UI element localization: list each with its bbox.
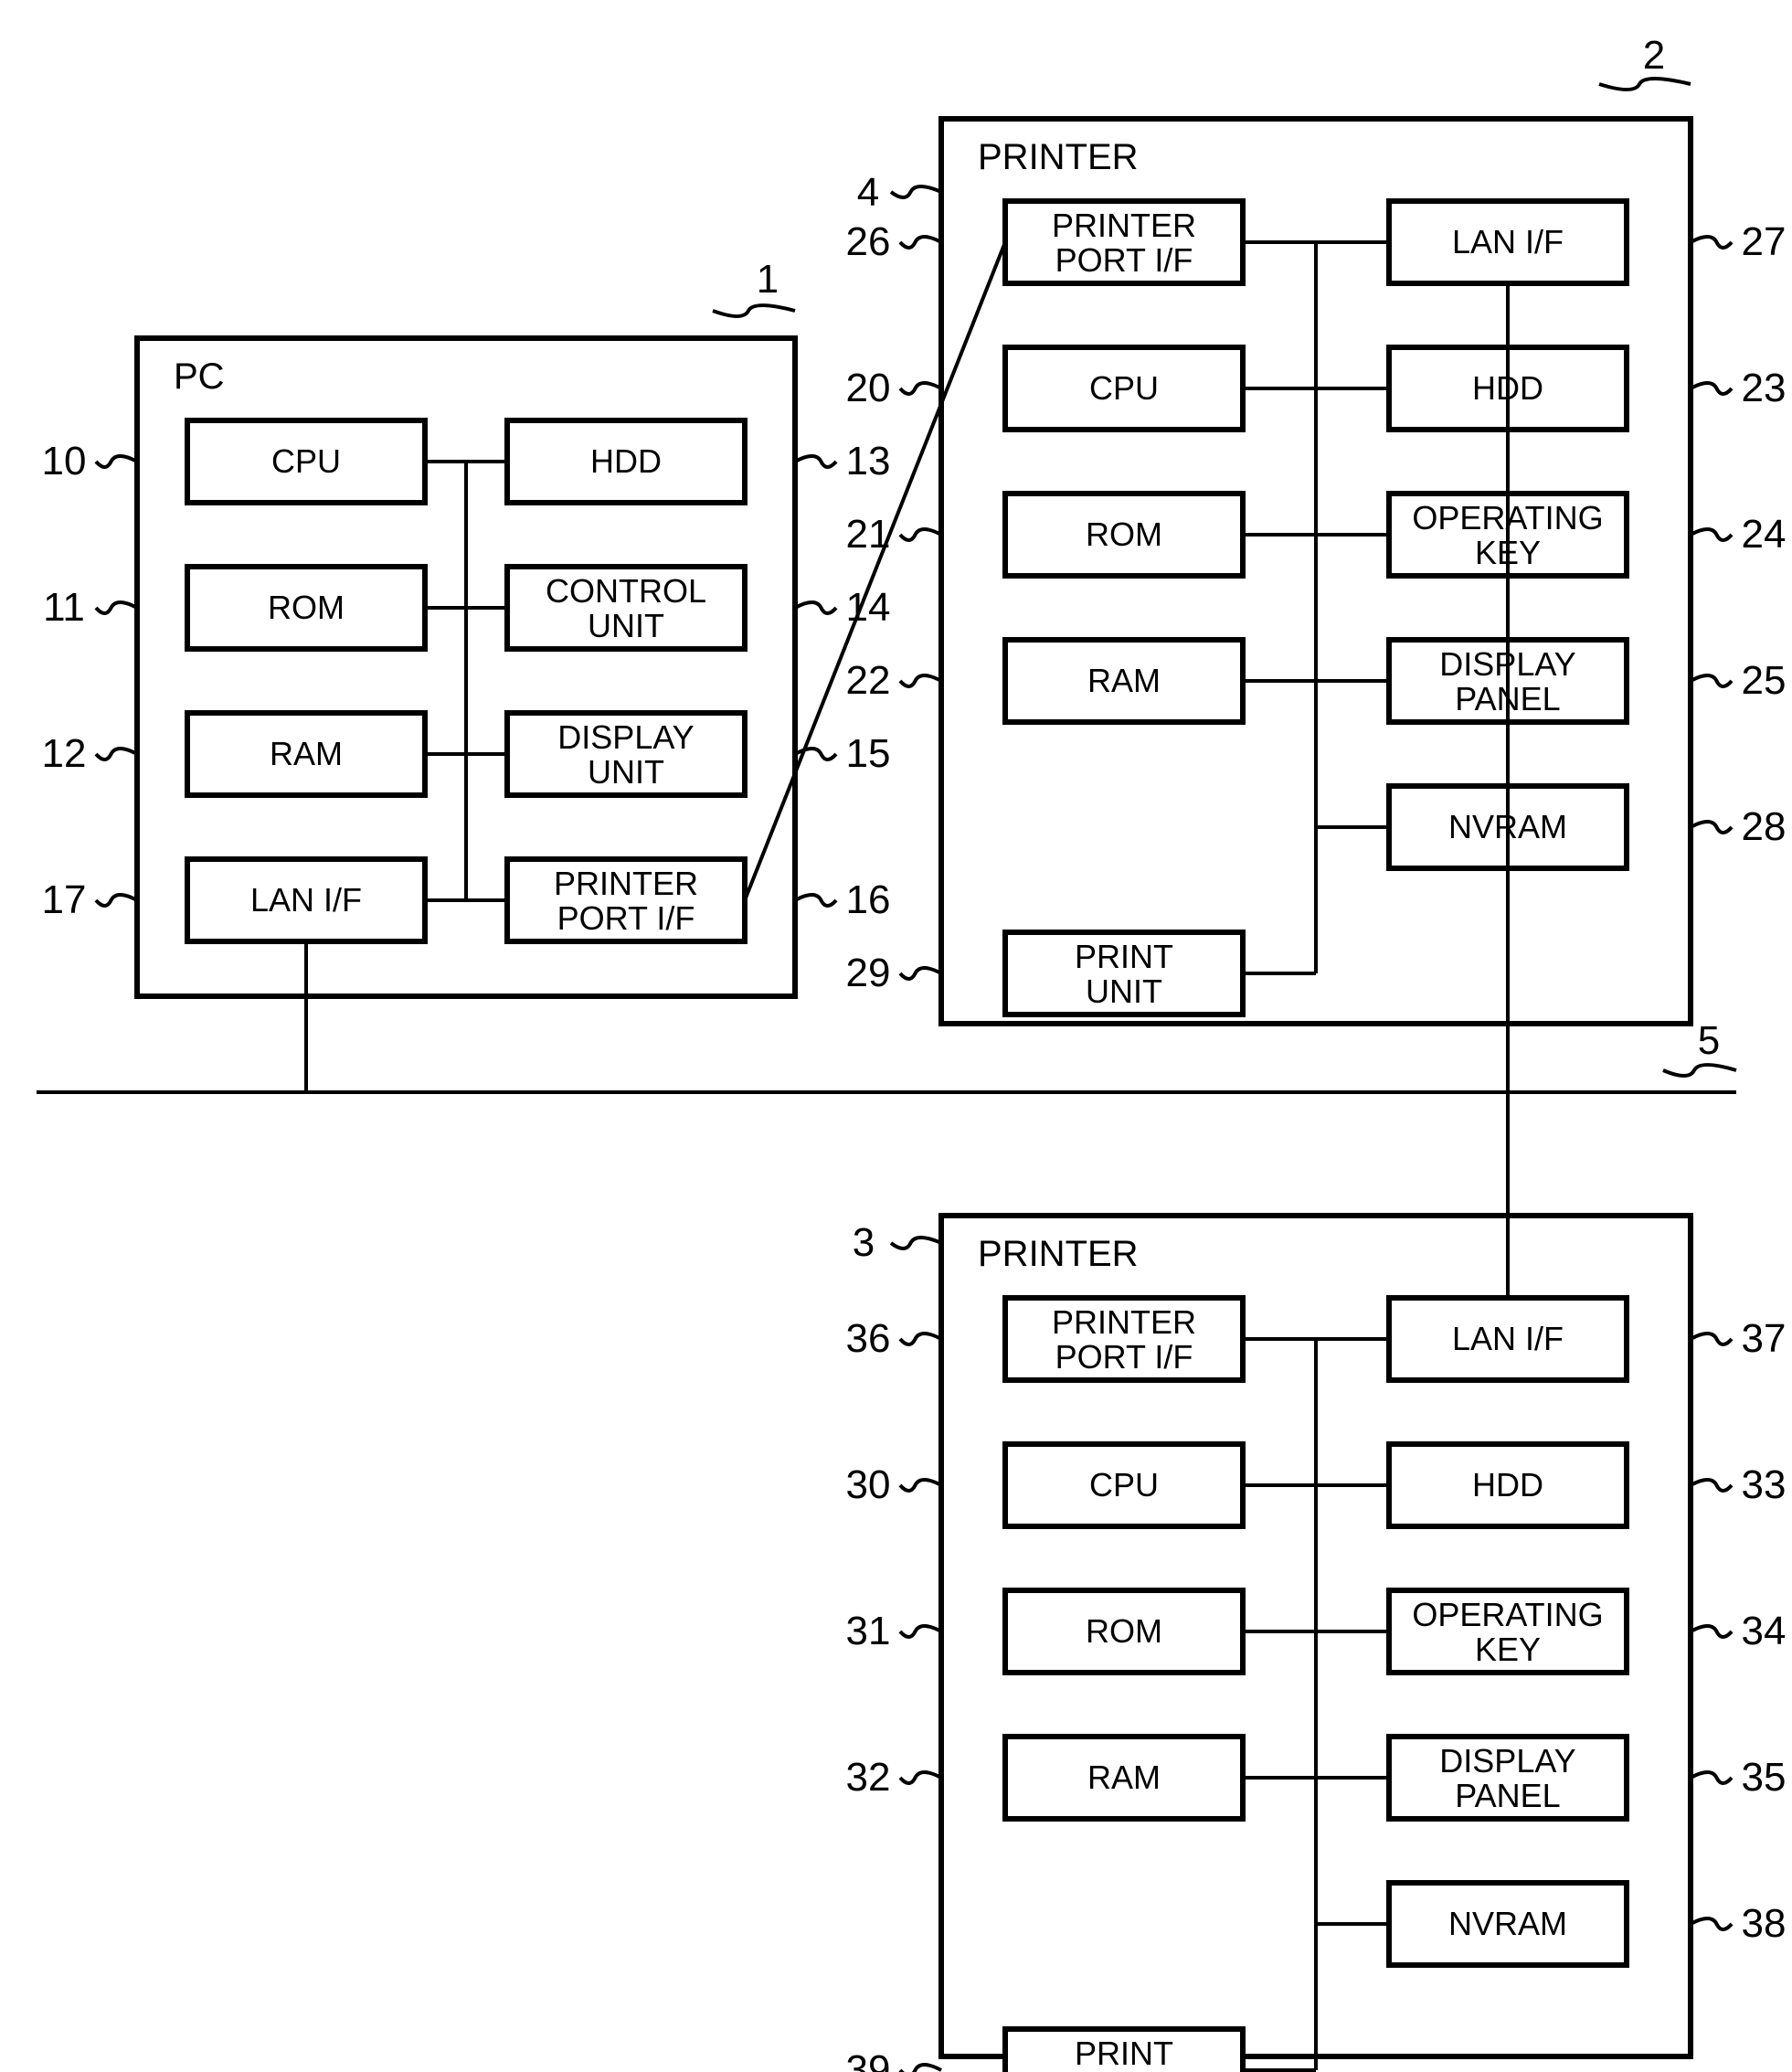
 — [1691, 529, 1732, 540]
: 15 — [846, 731, 891, 776]
: CPU — [1089, 1466, 1159, 1504]
: HDD — [1472, 1466, 1543, 1504]
: 31 — [846, 1609, 891, 1653]
 — [900, 237, 941, 248]
printer2-ref: 3 — [853, 1220, 875, 1265]
printer2-ref-leader — [891, 1238, 941, 1249]
 — [900, 1334, 941, 1344]
: 16 — [846, 877, 891, 922]
 — [900, 968, 941, 979]
 — [1691, 1480, 1732, 1491]
: HDD — [590, 442, 662, 480]
 — [900, 529, 941, 540]
: 17 — [42, 877, 87, 922]
printer1-ref: 2 — [1643, 33, 1665, 78]
 — [96, 749, 137, 760]
: ROM — [268, 589, 345, 626]
: 23 — [1742, 366, 1787, 410]
: PRINTUNIT — [1075, 2035, 1173, 2072]
: PRINTUNIT — [1075, 938, 1173, 1010]
pc-ref: 1 — [757, 257, 779, 302]
 — [1691, 383, 1732, 394]
: 36 — [846, 1316, 891, 1361]
: CPU — [1089, 369, 1159, 407]
: 29 — [846, 951, 891, 995]
: 25 — [1742, 658, 1787, 703]
: RAM — [1087, 1759, 1161, 1796]
bus-ref-leader — [1663, 1065, 1736, 1076]
: PRINTERPORT I/F — [554, 865, 698, 937]
: ROM — [1086, 1612, 1162, 1650]
: 30 — [846, 1462, 891, 1507]
: 10 — [42, 439, 87, 483]
: CPU — [271, 442, 341, 480]
: DISPLAYPANEL — [1439, 1742, 1575, 1814]
 — [900, 1626, 941, 1637]
 — [1691, 1626, 1732, 1637]
: 34 — [1742, 1609, 1787, 1653]
printer2-title: PRINTER — [978, 1234, 1139, 1274]
printer1-cable-leader — [891, 186, 941, 197]
: PRINTERPORT I/F — [1052, 207, 1196, 279]
: ROM — [1086, 515, 1162, 553]
: PRINTERPORT I/F — [1052, 1303, 1196, 1376]
: 26 — [846, 219, 891, 264]
 — [900, 1480, 941, 1491]
: NVRAM — [1448, 1905, 1567, 1942]
: 35 — [1742, 1755, 1787, 1800]
bus-ref: 5 — [1698, 1018, 1720, 1063]
 — [795, 456, 836, 467]
 — [1691, 675, 1732, 686]
block-diagram: PC1CPU10ROM11RAM12LAN I/F17HDD13CONTROLU… — [0, 0, 1792, 2072]
: 39 — [846, 2047, 891, 2072]
 — [900, 1772, 941, 1783]
: 33 — [1742, 1462, 1787, 1507]
: LAN I/F — [1452, 223, 1564, 260]
 — [1691, 237, 1732, 248]
printer1-title: PRINTER — [978, 137, 1139, 177]
: 12 — [42, 731, 87, 776]
: 38 — [1742, 1901, 1787, 1946]
 — [1691, 822, 1732, 833]
pc-ref-leader — [713, 305, 795, 316]
 — [900, 675, 941, 686]
 — [1691, 1918, 1732, 1929]
: LAN I/F — [250, 881, 362, 919]
 — [900, 2065, 941, 2072]
 — [96, 602, 137, 613]
 — [96, 895, 137, 906]
: LAN I/F — [1452, 1320, 1564, 1357]
 — [96, 456, 137, 467]
 — [795, 602, 836, 613]
 — [795, 895, 836, 906]
printer1-ref-leader — [1599, 79, 1691, 90]
 — [900, 383, 941, 394]
pc-title: PC — [174, 356, 225, 397]
: 37 — [1742, 1316, 1787, 1361]
: 13 — [846, 439, 891, 483]
: 32 — [846, 1755, 891, 1800]
: 28 — [1742, 804, 1787, 849]
: RAM — [270, 735, 343, 772]
printer1-cable-ref: 4 — [857, 170, 879, 215]
: RAM — [1087, 662, 1161, 699]
: 24 — [1742, 512, 1787, 557]
: 22 — [846, 658, 891, 703]
: 27 — [1742, 219, 1787, 264]
: 11 — [43, 585, 85, 630]
 — [1691, 1334, 1732, 1344]
: 20 — [846, 366, 891, 410]
 — [1691, 1772, 1732, 1783]
